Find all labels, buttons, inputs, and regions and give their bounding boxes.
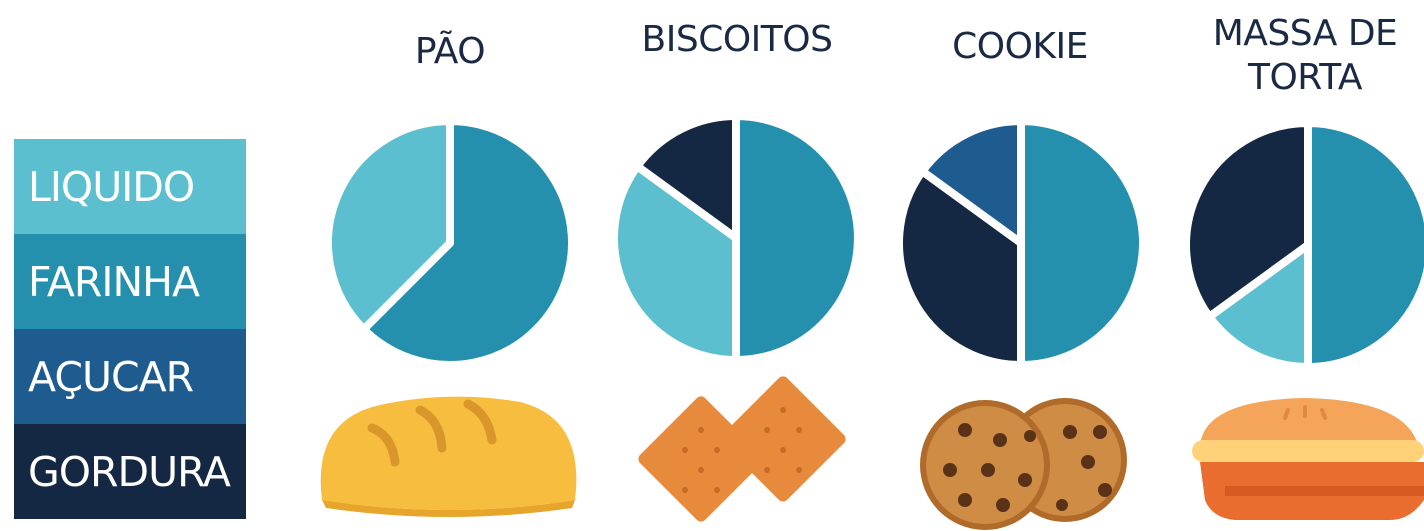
cookies-icon	[920, 398, 1127, 530]
pie-slice-farinha	[1017, 117, 1147, 369]
legend-label: FARINHA	[28, 257, 200, 306]
pie-chart-1	[610, 112, 862, 364]
pie-slice-liquido	[1205, 241, 1312, 371]
legend-label: GORDURA	[28, 447, 231, 496]
pie-slice-açucar	[918, 117, 1025, 247]
pie-chart-2	[895, 117, 1147, 369]
pie-slice-farinha	[1304, 119, 1424, 371]
pie-slice-gordura	[633, 112, 740, 242]
pie-slice-liquido	[610, 162, 740, 364]
legend-label: AÇUCAR	[28, 352, 194, 401]
bread-icon	[320, 396, 577, 517]
pie-chart-3	[1182, 119, 1424, 371]
legend: LIQUIDO FARINHA AÇUCAR GORDURA	[14, 139, 246, 519]
pie-slice-farinha	[732, 112, 862, 364]
legend-label: LIQUIDO	[28, 162, 195, 211]
pie-slice-gordura	[1182, 119, 1312, 321]
chart-title-biscoitos: BISCOITOS	[641, 19, 833, 60]
pie-chart-0	[324, 117, 576, 369]
legend-item-acucar: AÇUCAR	[14, 329, 246, 424]
pie-icon	[1192, 398, 1424, 520]
pie-slice-farinha	[359, 117, 576, 369]
legend-item-gordura: GORDURA	[14, 424, 246, 519]
pie-slice-gordura	[895, 167, 1025, 369]
chart-title-massa-de-torta: MASSA DE TORTA	[1212, 13, 1398, 98]
pie-slice-liquido	[324, 117, 454, 334]
chart-title-pao: PÃO	[414, 31, 486, 72]
legend-item-liquido: LIQUIDO	[14, 139, 246, 234]
chart-title-cookie: COOKIE	[952, 26, 1088, 67]
legend-item-farinha: FARINHA	[14, 234, 246, 329]
crackers-icon	[638, 376, 846, 522]
